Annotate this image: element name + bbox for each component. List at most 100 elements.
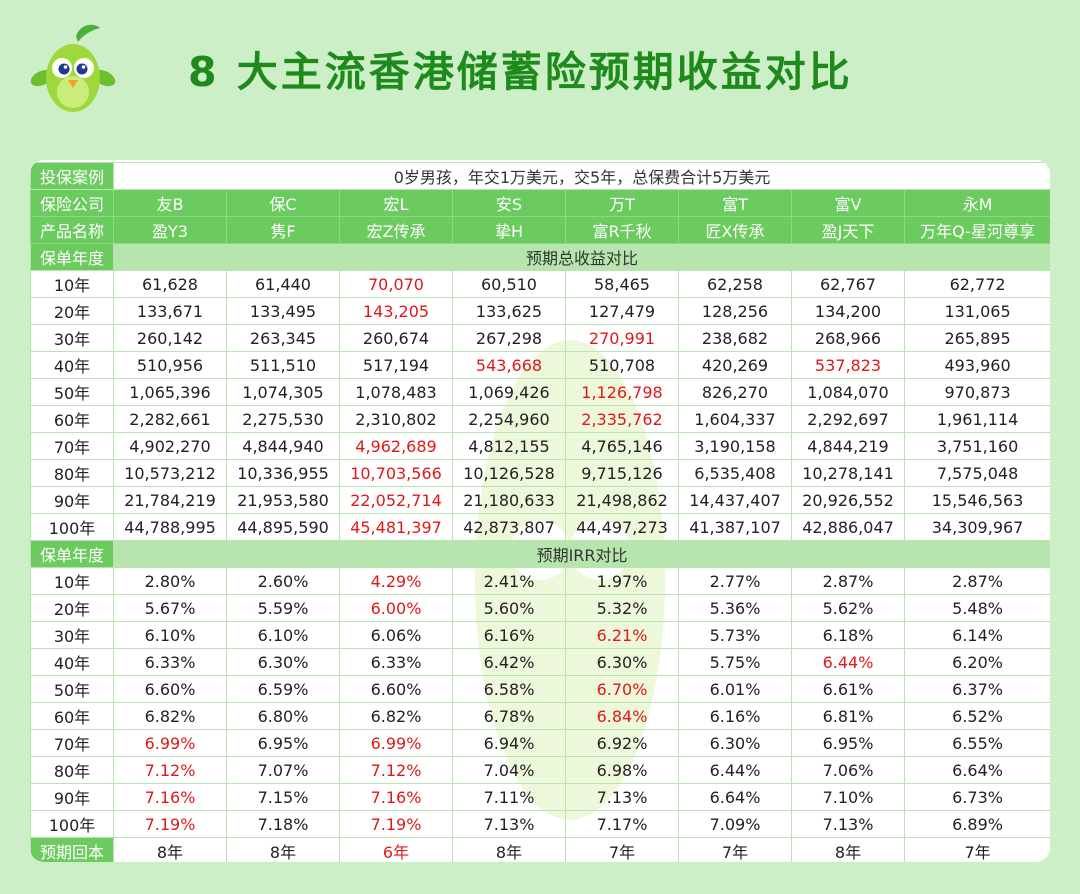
table-row: 60年 6.82% 6.80% 6.82% 6.78% 6.84% 6.16% 6.81% 6.… — [30, 702, 1050, 730]
value-cell: 543,668 — [452, 351, 566, 379]
value-cell: 42,873,807 — [452, 513, 566, 541]
value-cell: 70,070 — [339, 270, 453, 298]
year-cell: 80年 — [30, 756, 114, 784]
value-cell: 61,628 — [113, 270, 227, 298]
year-cell: 60年 — [30, 702, 114, 730]
value-cell: 7.16% — [113, 783, 227, 811]
value-cell: 7.15% — [226, 783, 340, 811]
value-cell: 260,674 — [339, 324, 453, 352]
value-cell: 2,282,661 — [113, 405, 227, 433]
year-cell: 40年 — [30, 351, 114, 379]
value-cell: 6.60% — [113, 675, 227, 703]
value-cell: 6.98% — [565, 756, 679, 784]
value-cell: 2.77% — [678, 567, 792, 595]
value-cell: 133,671 — [113, 297, 227, 325]
product-name: 隽F — [226, 216, 340, 244]
value-cell: 6.10% — [113, 621, 227, 649]
value-cell: 260,142 — [113, 324, 227, 352]
value-cell: 6.99% — [339, 729, 453, 757]
payback-label: 预期回本 — [30, 837, 114, 862]
value-cell: 826,270 — [678, 378, 792, 406]
value-cell: 5.36% — [678, 594, 792, 622]
value-cell: 42,886,047 — [791, 513, 905, 541]
value-cell: 1,084,070 — [791, 378, 905, 406]
value-cell: 133,625 — [452, 297, 566, 325]
comparison-table: 投保案例 0岁男孩，年交1万美元，交5年，总保费合计5万美元 保险公司 友B 保C 宏L 安… — [30, 162, 1050, 862]
value-cell: 7.19% — [339, 810, 453, 838]
table-row: 70年 4,902,270 4,844,940 4,962,689 4,812,155 4… — [30, 432, 1050, 460]
company-name: 宏L — [339, 189, 453, 217]
value-cell: 44,788,995 — [113, 513, 227, 541]
value-cell: 6.10% — [226, 621, 340, 649]
value-cell: 6.30% — [226, 648, 340, 676]
case-text: 0岁男孩，年交1万美元，交5年，总保费合计5万美元 — [112, 162, 1050, 190]
value-cell: 9,715,126 — [565, 459, 679, 487]
case-label: 投保案例 — [30, 162, 114, 190]
value-cell: 420,269 — [678, 351, 792, 379]
value-cell: 6.06% — [339, 621, 453, 649]
value-cell: 7.09% — [678, 810, 792, 838]
value-cell: 3,190,158 — [678, 432, 792, 460]
value-cell: 10,703,566 — [339, 459, 453, 487]
value-cell: 1,069,426 — [452, 378, 566, 406]
value-cell: 6.00% — [339, 594, 453, 622]
table-row: 100年 7.19% 7.18% 7.19% 7.13% 7.17% 7.09% 7.13% 6… — [30, 810, 1050, 838]
value-cell: 62,767 — [791, 270, 905, 298]
value-cell: 263,345 — [226, 324, 340, 352]
value-cell: 7,575,048 — [903, 459, 1050, 487]
value-cell: 537,823 — [791, 351, 905, 379]
table-row: 100年 44,788,995 44,895,590 45,481,397 42,873… — [30, 513, 1050, 541]
value-cell: 5.75% — [678, 648, 792, 676]
payback-cell: 8年 — [113, 837, 227, 862]
value-cell: 267,298 — [452, 324, 566, 352]
value-cell: 6,535,408 — [678, 459, 792, 487]
year-cell: 40年 — [30, 648, 114, 676]
product-row: 产品名称 盈Y3 隽F 宏Z传承 挚H 富R千秋 匠X传承 盈J天下 万年Q-星河尊享 — [30, 216, 1050, 244]
value-cell: 6.73% — [903, 783, 1050, 811]
company-name: 富T — [678, 189, 792, 217]
value-cell: 1,126,798 — [565, 378, 679, 406]
value-cell: 1.97% — [565, 567, 679, 595]
value-cell: 6.84% — [565, 702, 679, 730]
value-cell: 1,074,305 — [226, 378, 340, 406]
value-cell: 4,812,155 — [452, 432, 566, 460]
company-name: 万T — [565, 189, 679, 217]
year-cell: 90年 — [30, 783, 114, 811]
value-cell: 6.99% — [113, 729, 227, 757]
value-cell: 133,495 — [226, 297, 340, 325]
value-cell: 6.55% — [903, 729, 1050, 757]
value-cell: 510,708 — [565, 351, 679, 379]
value-cell: 493,960 — [903, 351, 1050, 379]
value-cell: 6.70% — [565, 675, 679, 703]
value-cell: 6.78% — [452, 702, 566, 730]
table-row: 80年 7.12% 7.07% 7.12% 7.04% 6.98% 6.44% 7.06% 6.… — [30, 756, 1050, 784]
policy-year-label: 保单年度 — [30, 243, 114, 271]
value-cell: 4,765,146 — [565, 432, 679, 460]
value-cell: 6.52% — [903, 702, 1050, 730]
table-row: 20年 133,671 133,495 143,205 133,625 127,479 12… — [30, 297, 1050, 325]
table-row: 90年 7.16% 7.15% 7.16% 7.11% 7.13% 6.64% 7.10% 6.… — [30, 783, 1050, 811]
table-row: 60年 2,282,661 2,275,530 2,310,802 2,254,960 2… — [30, 405, 1050, 433]
product-name: 富R千秋 — [565, 216, 679, 244]
product-name: 挚H — [452, 216, 566, 244]
payback-row: 预期回本 8年 8年 6年 8年 7年 7年 8年 7年 — [30, 837, 1050, 862]
payback-cell: 7年 — [565, 837, 679, 862]
value-cell: 270,991 — [565, 324, 679, 352]
value-cell: 22,052,714 — [339, 486, 453, 514]
value-cell: 5.62% — [791, 594, 905, 622]
value-cell: 10,573,212 — [113, 459, 227, 487]
payback-cell: 7年 — [903, 837, 1050, 862]
value-cell: 134,200 — [791, 297, 905, 325]
table-row: 50年 6.60% 6.59% 6.60% 6.58% 6.70% 6.01% 6.61% 6.… — [30, 675, 1050, 703]
value-cell: 2.80% — [113, 567, 227, 595]
section-title: 预期总收益对比 — [112, 243, 1050, 271]
value-cell: 10,336,955 — [226, 459, 340, 487]
value-cell: 2.60% — [226, 567, 340, 595]
value-cell: 6.64% — [903, 756, 1050, 784]
value-cell: 128,256 — [678, 297, 792, 325]
value-cell: 6.82% — [339, 702, 453, 730]
year-cell: 30年 — [30, 324, 114, 352]
value-cell: 7.13% — [791, 810, 905, 838]
value-cell: 6.30% — [678, 729, 792, 757]
value-cell: 41,387,107 — [678, 513, 792, 541]
